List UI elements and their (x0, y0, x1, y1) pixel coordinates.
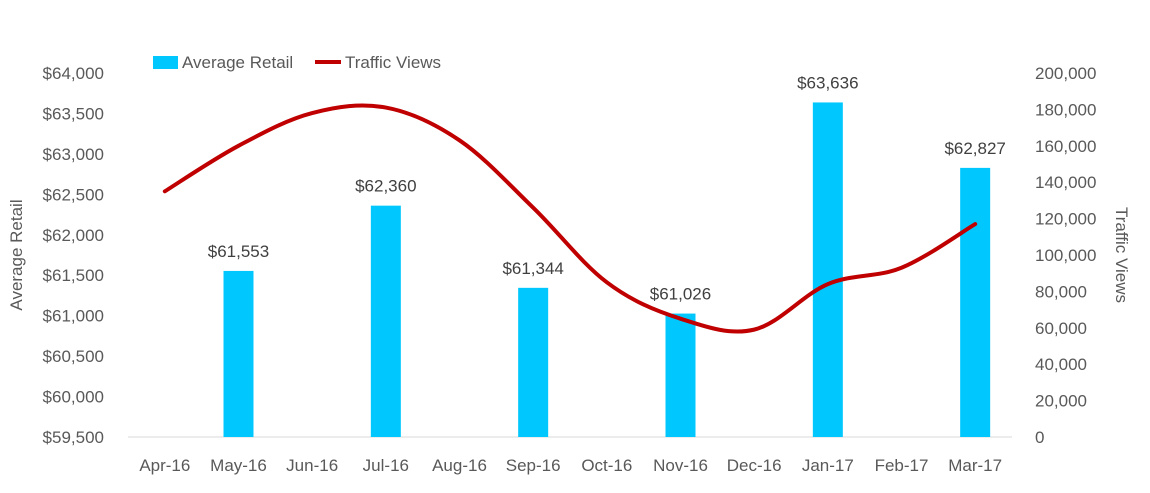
y-axis-ticks-left: $59,500 $60,000 $60,500 $61,000 $61,500 $62,0… (43, 64, 104, 447)
y-tick-label-left: $61,500 (43, 266, 104, 285)
bar-data-label: $61,026 (650, 285, 711, 304)
bar-series-average-retail (223, 102, 991, 438)
x-tick-label: Dec-16 (727, 456, 782, 475)
y-tick-label-left: $62,500 (43, 185, 104, 204)
x-tick-label: Aug-16 (432, 456, 487, 475)
x-tick-label: Jun-16 (286, 456, 338, 475)
y-tick-label-left: $64,000 (43, 64, 104, 83)
y-tick-label-right: 120,000 (1035, 210, 1096, 229)
y-tick-label-left: $61,000 (43, 307, 104, 326)
bar-data-label: $62,827 (944, 139, 1005, 158)
traffic-views-line (162, 103, 978, 334)
bar (518, 287, 549, 437)
legend-label-average-retail: Average Retail (182, 53, 293, 72)
y-tick-label-left: $62,000 (43, 226, 104, 245)
y-tick-label-right: 140,000 (1035, 173, 1096, 192)
y-tick-label-right: 20,000 (1035, 392, 1087, 411)
legend-swatch-average-retail (153, 56, 178, 69)
x-tick-label: Sep-16 (506, 456, 561, 475)
y-tick-label-right: 80,000 (1035, 282, 1087, 301)
bar (370, 205, 401, 437)
y-axis-ticks-right: 0 20,000 40,000 60,000 80,000 100,000 120,000 1… (1035, 64, 1096, 447)
x-tick-label: Jan-17 (802, 456, 854, 475)
y-axis-title-right: Traffic Views (1112, 207, 1131, 303)
x-tick-label: Mar-17 (948, 456, 1002, 475)
bar-data-label: $63,636 (797, 73, 858, 92)
y-tick-label-right: 0 (1035, 428, 1044, 447)
legend: Average Retail Traffic Views (153, 53, 441, 72)
line-series-traffic-views (162, 103, 978, 334)
y-tick-label-right: 200,000 (1035, 64, 1096, 83)
y-tick-label-left: $63,000 (43, 145, 104, 164)
x-tick-label: Apr-16 (139, 456, 190, 475)
bar-data-label: $61,344 (502, 259, 563, 278)
y-tick-label-right: 160,000 (1035, 137, 1096, 156)
y-tick-label-left: $60,500 (43, 347, 104, 366)
x-tick-label: Jul-16 (363, 456, 409, 475)
y-tick-label-right: 100,000 (1035, 246, 1096, 265)
y-tick-label-right: 40,000 (1035, 355, 1087, 374)
bar-data-label: $61,553 (208, 242, 269, 261)
x-axis-ticks: Apr-16 May-16 Jun-16 Jul-16 Aug-16 Sep-16 Oct-… (139, 456, 1002, 475)
legend-label-traffic-views: Traffic Views (345, 53, 441, 72)
bar (812, 102, 843, 438)
y-tick-label-left: $59,500 (43, 428, 104, 447)
x-tick-label: Feb-17 (875, 456, 929, 475)
bar-data-labels: $61,553 $62,360 $61,344 $61,026 $63,636 $62,8… (208, 73, 1006, 303)
x-tick-label: Nov-16 (653, 456, 708, 475)
y-tick-label-left: $60,000 (43, 388, 104, 407)
bar (665, 313, 696, 437)
y-tick-label-right: 60,000 (1035, 319, 1087, 338)
y-axis-title-left: Average Retail (7, 199, 26, 310)
y-tick-label-left: $63,500 (43, 104, 104, 123)
y-tick-label-right: 180,000 (1035, 100, 1096, 119)
bar (223, 270, 254, 437)
x-tick-label: Oct-16 (581, 456, 632, 475)
bar-data-label: $62,360 (355, 177, 416, 196)
x-tick-label: May-16 (210, 456, 267, 475)
bar (960, 167, 991, 437)
